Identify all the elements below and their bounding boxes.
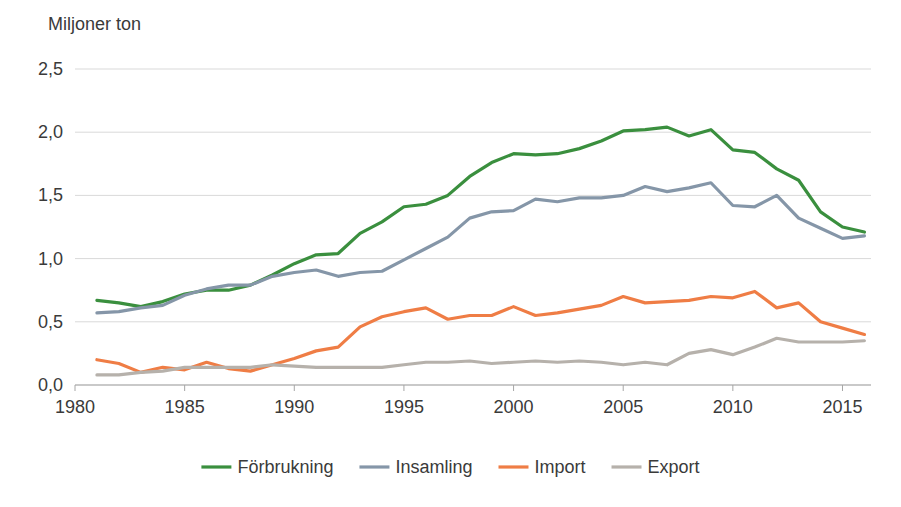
grid-line — [75, 195, 871, 196]
x-axis-line — [75, 384, 871, 385]
x-tick-label: 1990 — [274, 397, 314, 417]
legend-label: Import — [534, 457, 585, 477]
y-tick-label: 1,0 — [38, 249, 63, 269]
series-line — [97, 291, 864, 372]
x-tick — [184, 385, 185, 391]
x-tick-label: 1995 — [384, 397, 424, 417]
x-tick-label: 2010 — [713, 397, 753, 417]
chart: Miljoner ton 0,0 0,5 1,0 1,5 2,0 2,5 1980 1985 19… — [0, 0, 901, 507]
series-line — [97, 338, 864, 375]
y-axis-label: Miljoner ton — [48, 14, 141, 34]
legend-label: Insamling — [395, 457, 472, 477]
grid-line — [75, 69, 871, 70]
legend-label: Export — [648, 457, 700, 477]
x-tick-label: 2015 — [822, 397, 862, 417]
legend-label: Förbrukning — [237, 457, 333, 477]
x-tick-label: 2005 — [603, 397, 643, 417]
series-line — [97, 127, 864, 306]
y-tick-label: 0,5 — [38, 312, 63, 332]
legend-swatch — [201, 465, 231, 468]
x-tick — [842, 385, 843, 391]
y-tick-label: 2,5 — [38, 59, 63, 79]
x-tick — [513, 385, 514, 391]
x-tick — [403, 385, 404, 391]
grid-line — [75, 321, 871, 322]
x-tick — [623, 385, 624, 391]
y-tick-label: 0,0 — [38, 375, 63, 395]
grid-line — [75, 132, 871, 133]
y-tick-label: 1,5 — [38, 185, 63, 205]
x-tick-label: 1985 — [165, 397, 205, 417]
grid-line — [75, 385, 871, 386]
legend-swatch — [498, 465, 528, 468]
x-tick-label: 1980 — [55, 397, 95, 417]
x-tick — [75, 385, 76, 391]
x-tick — [732, 385, 733, 391]
legend: Förbrukning Insamling Import Export — [201, 457, 699, 477]
x-tick-label: 2000 — [494, 397, 534, 417]
y-tick-label: 2,0 — [38, 122, 63, 142]
series-group — [97, 127, 864, 375]
grid-line — [75, 258, 871, 259]
legend-swatch — [359, 465, 389, 468]
legend-swatch — [612, 465, 642, 468]
x-tick — [294, 385, 295, 391]
